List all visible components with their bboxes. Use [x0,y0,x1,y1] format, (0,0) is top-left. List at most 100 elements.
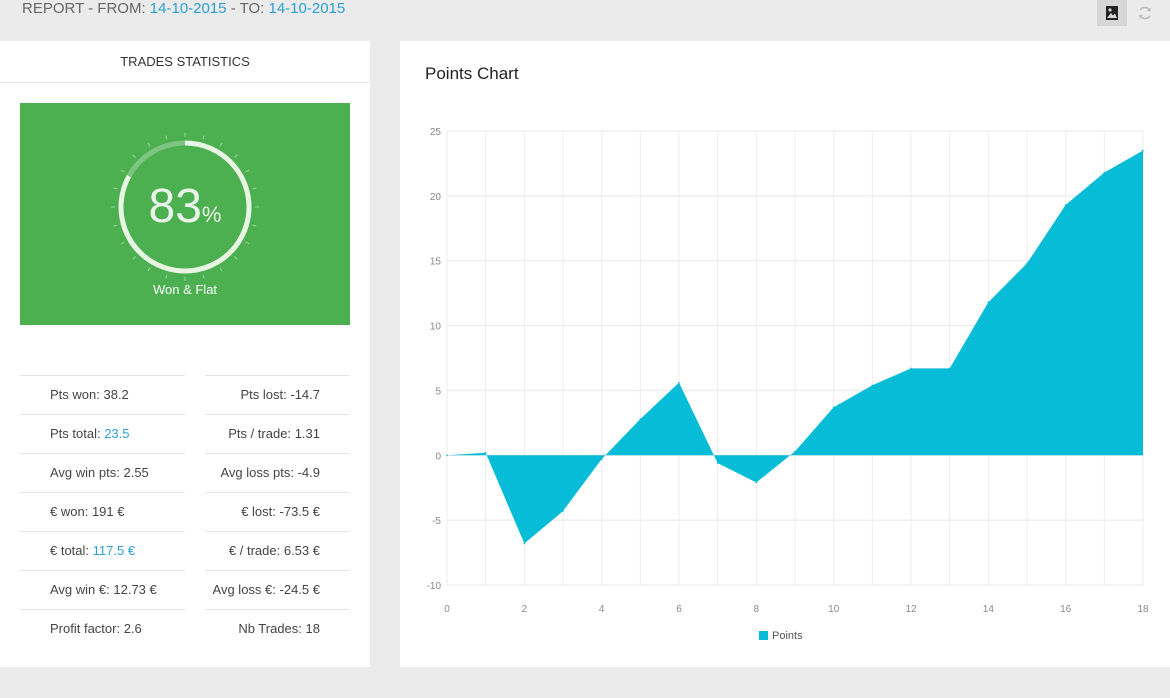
data-point [1064,204,1067,206]
stat-label: € won: [50,504,89,519]
stat-eur-per-trade: € / trade: 6.53 € [205,531,350,569]
gauge-tick [234,154,238,158]
stat-label: Pts total: [50,426,101,441]
y-tick-label: 5 [435,386,441,397]
data-point [794,450,796,453]
stats-title: TRADES STATISTICS [0,41,370,83]
stat-label: Pts / trade: [228,426,292,441]
gauge-tick [219,267,223,272]
y-tick-label: 10 [430,322,442,333]
stat-label: Pts won: [50,387,100,402]
stat-value: 2.55 [123,465,149,480]
gauge-tick [252,224,257,227]
stat-value: 38.2 [103,387,129,402]
stat-label: Avg win €: [50,582,110,597]
stat-eur-won: € won: 191 € [20,492,185,530]
stat-label: € / trade: [228,543,281,558]
stat-pts-lost: Pts lost: -14.7 [205,375,350,413]
refresh-icon [1139,6,1151,20]
gauge-tick [252,187,257,190]
stat-label: Pts lost: [240,387,287,402]
stat-label: Avg loss pts: [220,465,294,480]
stat-eur-total: € total: 117.5 € [20,531,185,569]
gauge-tick [165,274,168,279]
gauge-ring [111,133,259,281]
image-button[interactable] [1097,0,1127,26]
to-date[interactable]: 14-10-2015 [268,0,346,17]
gauge-tick [113,187,118,190]
gauge-tick [219,142,223,147]
data-point [948,367,951,370]
legend-swatch [759,631,768,640]
gauge-tick [202,135,205,140]
x-tick-label: 4 [599,604,605,615]
data-point [446,454,448,457]
gauge-tick [132,154,136,158]
y-tick-label: 20 [430,192,442,203]
stat-value: 117.5 € [92,543,136,558]
stat-pts-per-trade: Pts / trade: 1.31 [205,414,350,452]
gauge-value: 83% [20,181,350,241]
data-point [987,301,990,304]
stat-label: Avg win pts: [50,465,120,480]
gauge-number: 83 [148,180,202,233]
gauge-tick [245,169,250,173]
stat-value: 2.6 [123,621,142,636]
stat-value: 23.5 [104,426,130,441]
trades-statistics-panel: TRADES STATISTICS 83% Won & Flat Pts won… [0,41,370,667]
data-point [832,406,835,409]
x-tick-label: 18 [1137,604,1149,615]
gauge-tick [120,241,125,245]
chart-legend: Points [759,630,803,642]
x-tick-label: 2 [522,604,528,615]
gauge-tick [147,267,151,272]
x-tick-label: 16 [1060,604,1072,615]
stat-label: Nb Trades: [238,621,302,636]
stat-label: € lost: [241,504,276,519]
stat-nb-trades: Nb Trades: 18 [205,609,350,647]
stat-value: -24.5 € [279,582,320,597]
x-tick-label: 8 [754,604,760,615]
points-chart: -10 -5 0 5 10 15 20 25 0 2 4 6 8 10 12 14 16 18 Points [427,127,1149,642]
gauge-tick [234,256,238,260]
data-point [1026,262,1028,265]
gauge-progress-arc [118,140,252,274]
image-icon [1106,6,1118,20]
data-point [678,381,680,384]
stat-pts-total: Pts total: 23.5 [20,414,185,452]
data-point [716,462,719,464]
x-tick-label: 12 [905,604,917,615]
stat-avg-win-pts: Avg win pts: 2.55 [20,453,185,491]
stat-value: 6.53 € [283,543,320,558]
data-point [755,481,758,484]
report-header: REPORT - FROM: 14-10-2015 - TO: 14-10-20… [22,0,345,20]
data-point [871,384,874,387]
gauge-tick [120,169,125,173]
y-tick-label: -10 [427,581,442,592]
x-tick-label: 14 [983,604,995,615]
stat-label: € total: [50,543,90,558]
gauge-tick [132,256,136,260]
y-tick-label: 25 [430,127,442,138]
y-tick-label: 15 [430,257,442,268]
gauge-label: Won & Flat [152,282,218,297]
stat-label: Avg loss €: [212,582,276,597]
refresh-button[interactable] [1130,0,1160,26]
stat-profit-factor: Profit factor: 2.6 [20,609,185,647]
data-point [1142,149,1144,152]
data-point [523,542,526,545]
x-tick-label: 10 [828,604,840,615]
from-date[interactable]: 14-10-2015 [149,0,227,17]
points-chart-panel: Points Chart -10 -5 0 5 10 15 20 25 0 2 4 6 8 10 12 14 1… [400,41,1170,667]
data-point [1103,171,1106,174]
stat-value: -14.7 [290,387,320,402]
x-tick-label: 6 [676,604,682,615]
data-point [562,510,564,512]
legend-label: Points [772,630,803,642]
stat-avg-loss-eur: Avg loss €: -24.5 € [205,570,350,608]
y-tick-label: 0 [435,451,441,462]
gauge-tick [165,135,168,140]
won-flat-gauge: 83% Won & Flat [20,103,350,325]
date-separator: - TO: [230,0,265,17]
stat-label: Profit factor: [50,621,121,636]
